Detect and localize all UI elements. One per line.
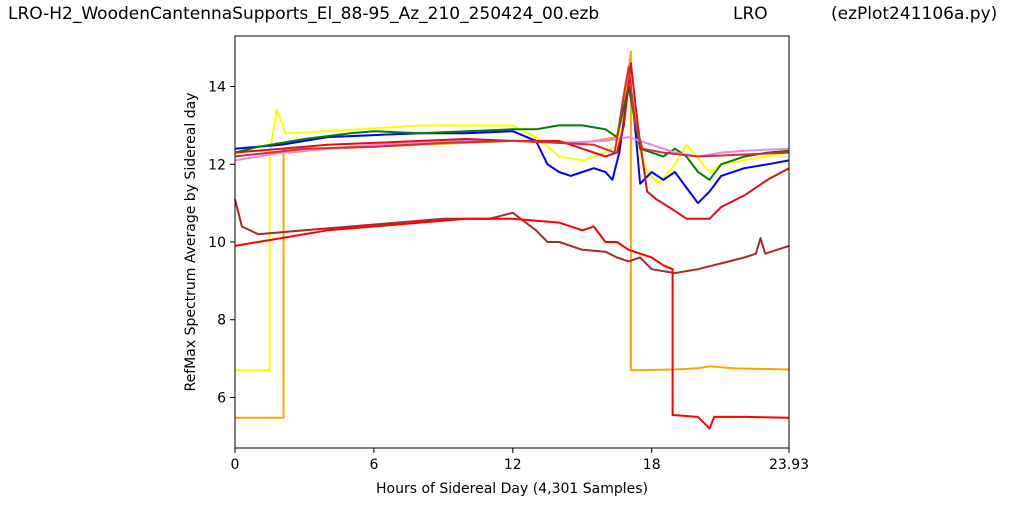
x-tick-label: 18 bbox=[643, 457, 661, 473]
series-line-3 bbox=[234, 85, 790, 205]
y-tick-label: 10 bbox=[208, 235, 226, 251]
y-axis-label: RefMax Spectrum Average by Sidereal day bbox=[183, 93, 199, 392]
x-tick-label: 0 bbox=[231, 457, 240, 473]
axes-layer: 0 6 12 18 23.93 6 8 10 12 14 bbox=[208, 35, 809, 473]
y-tick-label: 12 bbox=[208, 157, 226, 173]
series-line-4 bbox=[234, 85, 790, 181]
plot-frame bbox=[234, 35, 790, 449]
series-line-2 bbox=[235, 50, 790, 419]
x-tick-label: 6 bbox=[369, 457, 378, 473]
y-tick-label: 6 bbox=[217, 390, 226, 406]
series-line-7 bbox=[234, 217, 790, 430]
program-title: (ezPlot241106a.py) bbox=[831, 4, 998, 24]
site-title: LRO bbox=[733, 4, 768, 24]
y-tick-label: 8 bbox=[217, 313, 226, 329]
series-line-6 bbox=[234, 198, 790, 275]
y-tick-label: 14 bbox=[208, 80, 226, 96]
x-tick-label: 12 bbox=[504, 457, 522, 473]
series-line-8 bbox=[234, 62, 790, 220]
file-name-title: LRO-H2_WoodenCantennaSupports_El_88-95_A… bbox=[8, 4, 600, 24]
x-tick-label: 23.93 bbox=[769, 457, 809, 473]
x-axis-label: Hours of Sidereal Day (4,301 Samples) bbox=[376, 481, 648, 497]
series-layer bbox=[234, 50, 790, 430]
series-line-9 bbox=[234, 66, 790, 158]
